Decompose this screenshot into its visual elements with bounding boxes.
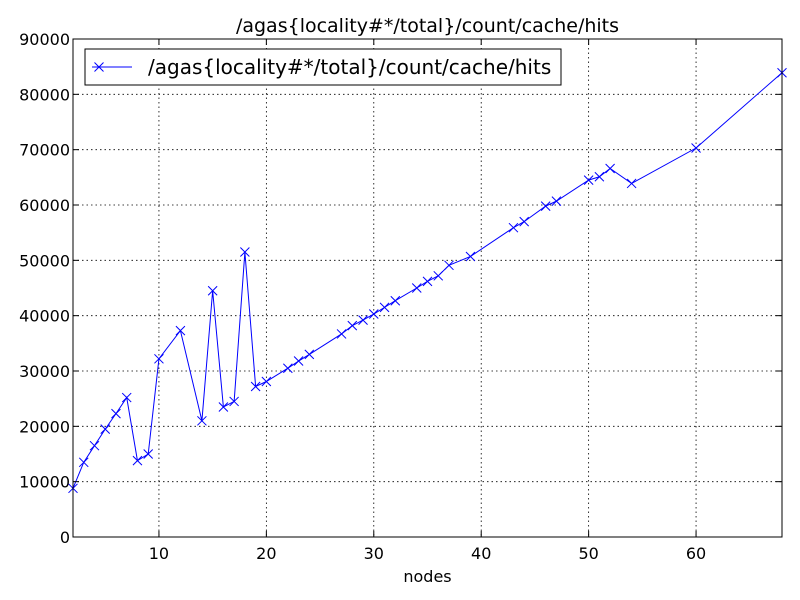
data-point-marker	[508, 222, 519, 233]
tick-marks	[73, 38, 782, 538]
data-point-marker	[519, 216, 530, 227]
x-axis-label: nodes	[403, 567, 451, 586]
x-tick-label: 30	[364, 544, 384, 563]
data-point-marker	[605, 163, 615, 174]
data-point-marker	[594, 171, 605, 182]
data-point-marker	[583, 175, 594, 185]
data-point-marker	[411, 283, 422, 293]
y-tick-label: 60000	[19, 196, 70, 215]
data-point-marker	[111, 408, 121, 419]
chart-title: /agas{locality#*/total}/count/cache/hits	[236, 15, 619, 37]
data-point-marker	[433, 270, 444, 281]
y-tick-label: 70000	[19, 141, 70, 160]
data-point-marker	[422, 276, 433, 287]
x-tick-label: 60	[686, 544, 706, 563]
plot-frame	[72, 38, 783, 538]
data-point-marker	[78, 457, 89, 468]
x-tick-label: 10	[149, 544, 169, 563]
data-point-marker	[390, 295, 401, 306]
data-point-marker	[358, 315, 368, 325]
data-point-marker	[229, 396, 239, 407]
data-point-marker	[175, 325, 186, 336]
y-tick-label: 50000	[19, 251, 70, 270]
data-point-marker	[282, 363, 293, 374]
data-point-marker	[444, 260, 454, 271]
data-point-marker	[240, 247, 250, 257]
data-point-marker	[207, 285, 218, 296]
x-tick-label: 50	[578, 544, 598, 563]
series-layer	[68, 67, 787, 494]
data-point-marker	[368, 309, 379, 319]
data-point-marker	[540, 201, 551, 211]
data-point-marker	[691, 143, 701, 153]
data-point-marker	[197, 415, 207, 426]
y-tick-label: 40000	[19, 307, 70, 326]
data-point-marker	[89, 440, 100, 451]
data-point-marker	[465, 251, 476, 262]
x-tick-label: 40	[471, 544, 491, 563]
data-point-marker	[347, 320, 358, 331]
data-point-marker	[626, 178, 637, 189]
legend: /agas{locality#*/total}/count/cache/hits	[84, 48, 562, 86]
data-point-marker	[154, 353, 164, 364]
y-tick-labels: 0 10000 20000 30000 40000 50000 60000 70000 8000…	[19, 30, 70, 547]
data-point-marker	[293, 356, 304, 366]
legend-box	[84, 48, 562, 86]
legend-marker-glyph	[94, 62, 104, 72]
data-point-marker	[100, 424, 111, 434]
data-point-marker	[250, 381, 261, 392]
y-tick-label: 30000	[19, 362, 70, 381]
y-tick-label: 0	[60, 528, 70, 547]
legend-marker-x	[94, 62, 104, 72]
data-point-marker	[336, 329, 347, 339]
x-tick-label: 20	[256, 544, 276, 563]
data-point-marker	[379, 302, 390, 313]
data-point-marker	[551, 196, 562, 206]
data-point-marker	[304, 349, 315, 360]
y-tick-label: 10000	[19, 473, 70, 492]
x-tick-labels: 10 20 30 40 50 60	[149, 544, 706, 563]
data-point-marker	[143, 449, 154, 459]
y-tick-label: 80000	[19, 85, 70, 104]
legend-series-label: /agas{locality#*/total}/count/cache/hits	[148, 55, 551, 79]
data-point-marker	[121, 392, 132, 403]
y-tick-label: 20000	[19, 417, 70, 436]
data-point-marker	[261, 376, 272, 387]
data-point-marker	[132, 455, 143, 466]
y-tick-label: 90000	[19, 30, 70, 49]
data-point-marker	[218, 402, 229, 412]
